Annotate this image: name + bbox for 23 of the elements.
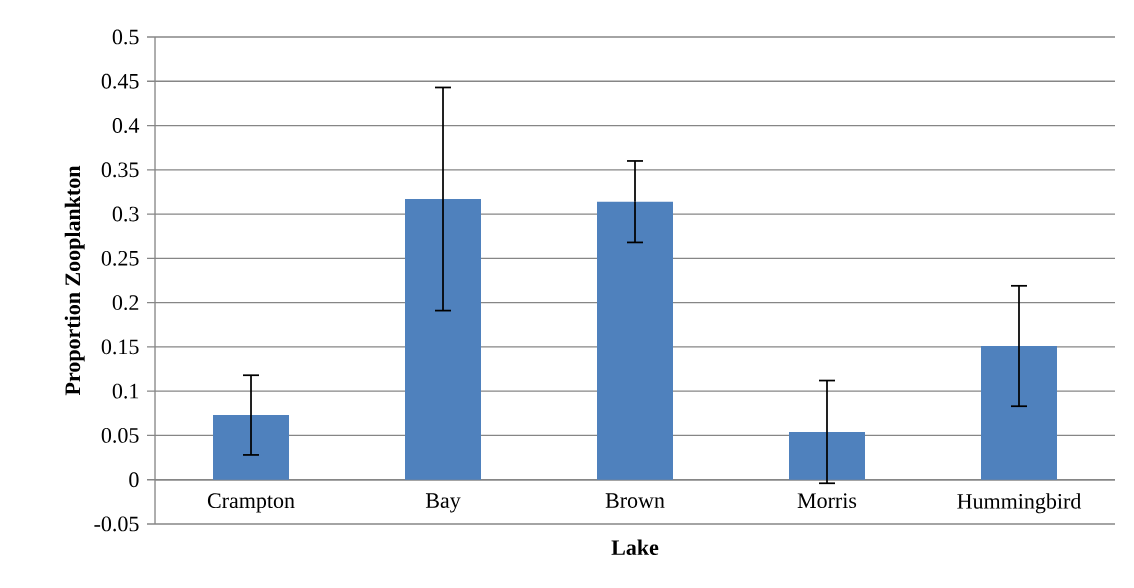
y-tick-label: 0.5: [112, 29, 139, 45]
y-tick-label: 0.05: [101, 427, 139, 443]
bar: [789, 431, 865, 480]
bar: [597, 201, 673, 480]
y-tick-label: 0.1: [112, 383, 139, 399]
y-tick-label: 0: [129, 472, 139, 488]
x-tick-label: Crampton: [207, 493, 295, 513]
y-tick-label: 0.4: [112, 118, 140, 134]
y-axis-title: Proportion Zooplankton: [64, 165, 85, 396]
x-tick-label: Morris: [797, 493, 857, 509]
bar: [405, 199, 481, 480]
y-tick-label: 0.45: [101, 73, 139, 89]
bar: [981, 346, 1057, 480]
y-tick-label: -0.05: [94, 516, 139, 532]
y-tick-label: 0.3: [112, 206, 139, 222]
x-tick-label: Brown: [605, 493, 665, 508]
x-tick-label: Bay: [425, 493, 461, 513]
y-tick-label: 0.25: [101, 250, 139, 266]
y-tick-label: 0.2: [112, 295, 139, 311]
y-tick-label: 0.35: [101, 162, 139, 178]
x-axis-title: Lake: [611, 539, 659, 556]
x-tick-label: Hummingbird: [957, 493, 1082, 514]
y-tick-label: 0.15: [101, 339, 139, 355]
